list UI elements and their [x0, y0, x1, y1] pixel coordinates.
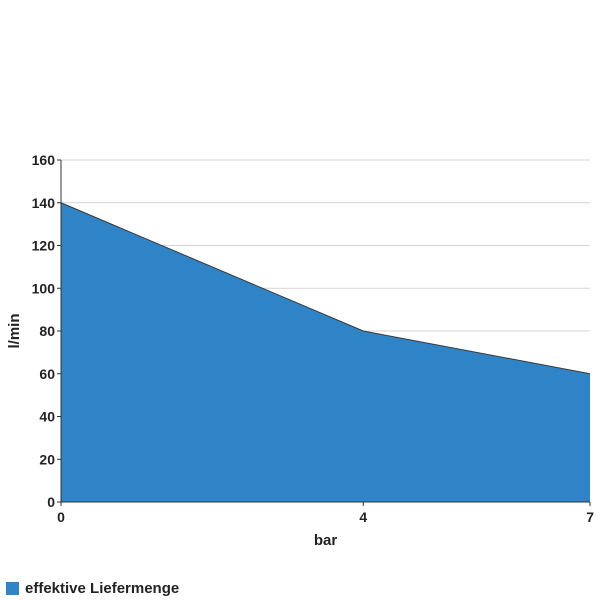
- y-tick-label-80: 80: [39, 323, 55, 339]
- y-axis-title: l/min: [6, 313, 23, 348]
- x-tick-label-4: 4: [359, 509, 367, 525]
- y-tick-label-140: 140: [32, 195, 56, 211]
- legend-swatch: [6, 581, 19, 595]
- x-tick-label-0: 0: [57, 509, 65, 525]
- y-tick-label-100: 100: [32, 280, 56, 296]
- y-tick-label-40: 40: [39, 409, 55, 425]
- x-axis-title: bar: [314, 532, 338, 549]
- y-tick-label-20: 20: [39, 451, 55, 467]
- x-tick-label-7: 7: [586, 509, 594, 525]
- y-tick-label-120: 120: [32, 238, 56, 254]
- y-tick-labels: 0 20 40 60 80 100 120 140 160: [32, 152, 61, 510]
- area-fill-series-0: [61, 202, 590, 502]
- y-tick-label-160: 160: [32, 152, 56, 168]
- legend-label: effektive Liefermenge: [25, 579, 180, 597]
- area-series: [60, 202, 591, 502]
- y-tick-label-60: 60: [39, 366, 55, 382]
- legend: effektive Liefermenge: [6, 578, 179, 598]
- x-tick-labels: 0 4 7: [57, 502, 594, 525]
- y-tick-label-0: 0: [47, 494, 55, 510]
